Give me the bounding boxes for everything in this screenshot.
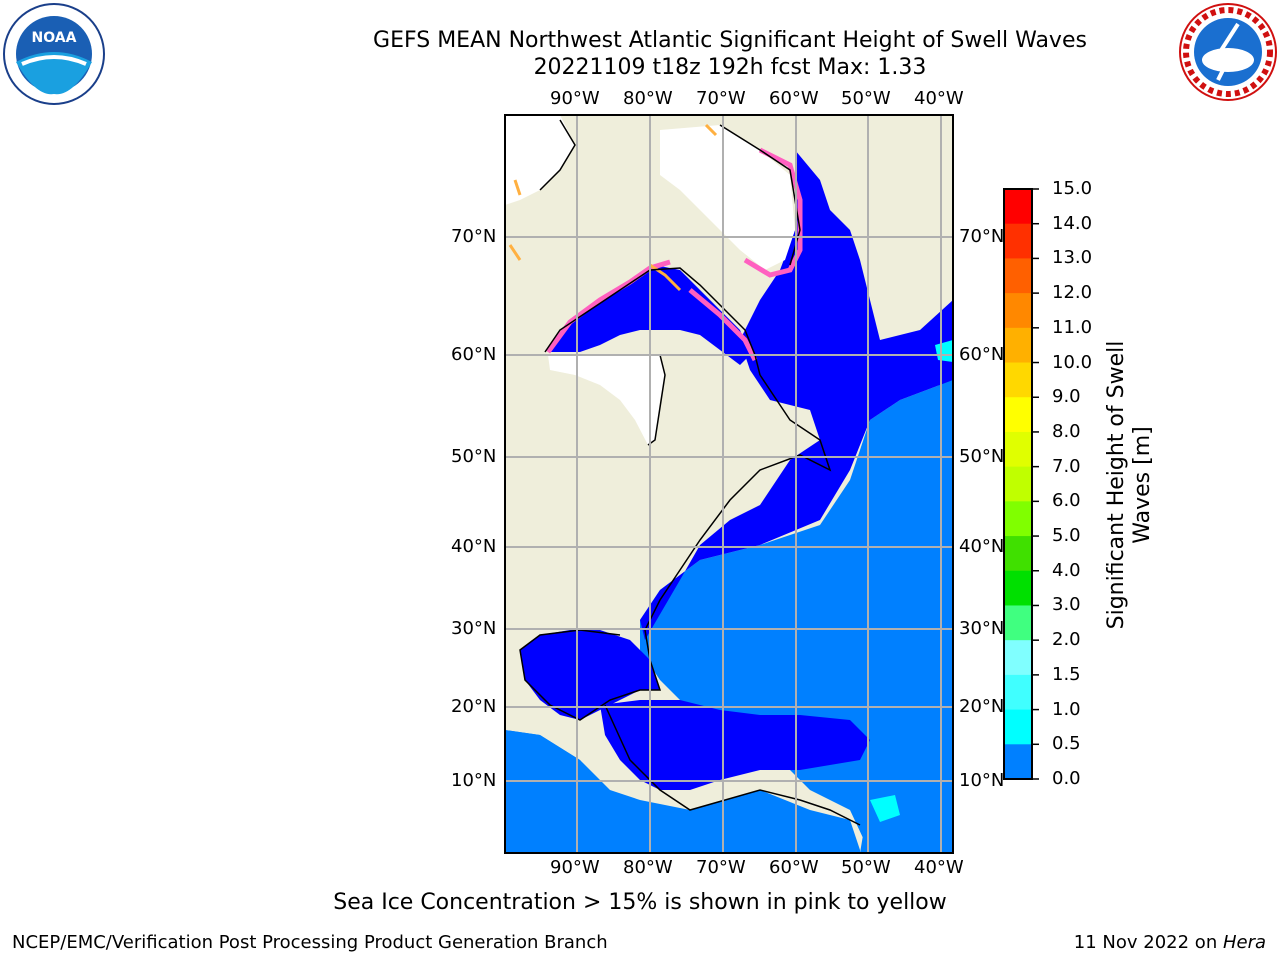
footer-date: 11 Nov 2022 on Hera xyxy=(1074,932,1266,953)
colorbar-frame xyxy=(1003,188,1033,780)
colorbar-tick-label: 10.0 xyxy=(1052,351,1093,373)
colorbar-title-line2: Waves [m] xyxy=(1130,426,1155,544)
colorbar-tick-label: 1.5 xyxy=(1052,663,1081,685)
colorbar-segment xyxy=(1004,293,1032,329)
colorbar-segment xyxy=(1004,744,1032,780)
map-title-line2: 20221109 t18z 192h fcst Max: 1.33 xyxy=(533,55,927,80)
colorbar-tick-label: 14.0 xyxy=(1052,212,1093,234)
coastline xyxy=(519,119,861,826)
lat-label-right-70n: 70°N xyxy=(959,226,1005,247)
colorbar-tick-label: 12.0 xyxy=(1052,282,1093,304)
colorbar-tick-label: 1.0 xyxy=(1052,698,1081,720)
colorbar xyxy=(1003,188,1039,780)
nws-logo-icon xyxy=(1179,3,1277,101)
lat-label-left-40n: 40°N xyxy=(451,536,497,557)
colorbar-title: Significant Height of Swell Waves [m] xyxy=(1104,325,1156,645)
cyan-patch xyxy=(870,795,900,822)
map-frame xyxy=(504,114,954,854)
lat-label-left-70n: 70°N xyxy=(451,226,497,247)
colorbar-segment xyxy=(1004,327,1032,364)
colorbar-tick-label: 3.0 xyxy=(1052,594,1081,616)
colorbar-segment xyxy=(1004,223,1032,259)
colorbar-segment xyxy=(1004,570,1032,606)
colorbar-tick-label: 15.0 xyxy=(1052,178,1093,199)
lat-label-right-50n: 50°N xyxy=(959,446,1005,467)
gulf-of-mexico xyxy=(520,630,660,720)
lon-label-top-50w: 50°W xyxy=(841,88,891,109)
colorbar-segment xyxy=(1004,431,1032,468)
footer-credit: NCEP/EMC/Verification Post Processing Pr… xyxy=(12,932,608,953)
colorbar-tick-label: 11.0 xyxy=(1052,316,1093,338)
colorbar-tick-label: 0.0 xyxy=(1052,768,1081,789)
lat-label-left-50n: 50°N xyxy=(451,446,497,467)
colorbar-segment xyxy=(1004,640,1032,676)
colorbar-segment xyxy=(1004,674,1032,711)
hudson-bay-white xyxy=(548,355,665,445)
colorbar-tick-label: 9.0 xyxy=(1052,386,1081,408)
colorbar-segment xyxy=(1004,501,1032,537)
lat-label-left-20n: 20°N xyxy=(451,696,497,717)
svg-text:NOAA: NOAA xyxy=(32,30,77,46)
caribbean xyxy=(600,700,870,790)
footer-host: Hera xyxy=(1222,932,1266,953)
map-title-line1: GEFS MEAN Northwest Atlantic Significant… xyxy=(373,28,1087,53)
colorbar-segment xyxy=(1004,397,1032,433)
lat-label-left-60n: 60°N xyxy=(451,344,497,365)
lon-label-top-60w: 60°W xyxy=(769,88,819,109)
colorbar-segment xyxy=(1004,536,1032,572)
lat-label-right-60n: 60°N xyxy=(959,344,1005,365)
colorbar-tick-label: 7.0 xyxy=(1052,455,1081,477)
colorbar-tick-label: 2.0 xyxy=(1052,629,1081,651)
lon-label-top-40w: 40°W xyxy=(914,88,964,109)
lon-label-bottom-70w: 70°W xyxy=(696,857,746,878)
colorbar-segment xyxy=(1004,466,1032,502)
lon-label-bottom-90w: 90°W xyxy=(550,857,600,878)
lon-label-bottom-50w: 50°W xyxy=(841,857,891,878)
colorbar-tick-label: 5.0 xyxy=(1052,525,1081,547)
colorbar-segment xyxy=(1004,362,1032,398)
colorbar-segment xyxy=(1004,709,1032,745)
ocean-mid xyxy=(505,300,953,853)
lon-label-bottom-40w: 40°W xyxy=(914,857,964,878)
lat-label-right-30n: 30°N xyxy=(959,618,1005,639)
lon-label-top-70w: 70°W xyxy=(696,88,746,109)
map-area xyxy=(505,115,953,853)
footer-date-text: 11 Nov 2022 on xyxy=(1073,932,1223,953)
cyan-patch-north xyxy=(935,340,953,362)
arctic-white xyxy=(505,115,575,205)
lat-label-right-40n: 40°N xyxy=(959,536,1005,557)
lat-label-right-10n: 10°N xyxy=(959,770,1005,791)
colorbar-title-line1: Significant Height of Swell xyxy=(1104,340,1129,630)
colorbar-segment xyxy=(1004,605,1032,641)
graticule xyxy=(505,115,953,853)
lat-label-left-10n: 10°N xyxy=(451,770,497,791)
lon-label-top-90w: 90°W xyxy=(550,88,600,109)
colorbar-tick-label: 8.0 xyxy=(1052,420,1081,442)
colorbar-segment xyxy=(1004,258,1032,294)
lat-label-right-20n: 20°N xyxy=(959,696,1005,717)
noaa-logo-icon: NOAA xyxy=(3,3,105,105)
colorbar-segment xyxy=(1004,189,1032,225)
colorbar-tick-label: 13.0 xyxy=(1052,247,1093,269)
lat-label-left-30n: 30°N xyxy=(451,618,497,639)
lon-label-bottom-80w: 80°W xyxy=(623,857,673,878)
colorbar-tick-label: 0.5 xyxy=(1052,733,1081,755)
ice-edge-orange xyxy=(508,123,718,292)
sea-ice-caption: Sea Ice Concentration > 15% is shown in … xyxy=(333,890,947,915)
colorbar-tick-label: 4.0 xyxy=(1052,559,1081,581)
colorbar-tick-label: 6.0 xyxy=(1052,490,1081,512)
lon-label-top-80w: 80°W xyxy=(623,88,673,109)
baffin-white xyxy=(660,125,795,270)
lon-label-bottom-60w: 60°W xyxy=(769,857,819,878)
